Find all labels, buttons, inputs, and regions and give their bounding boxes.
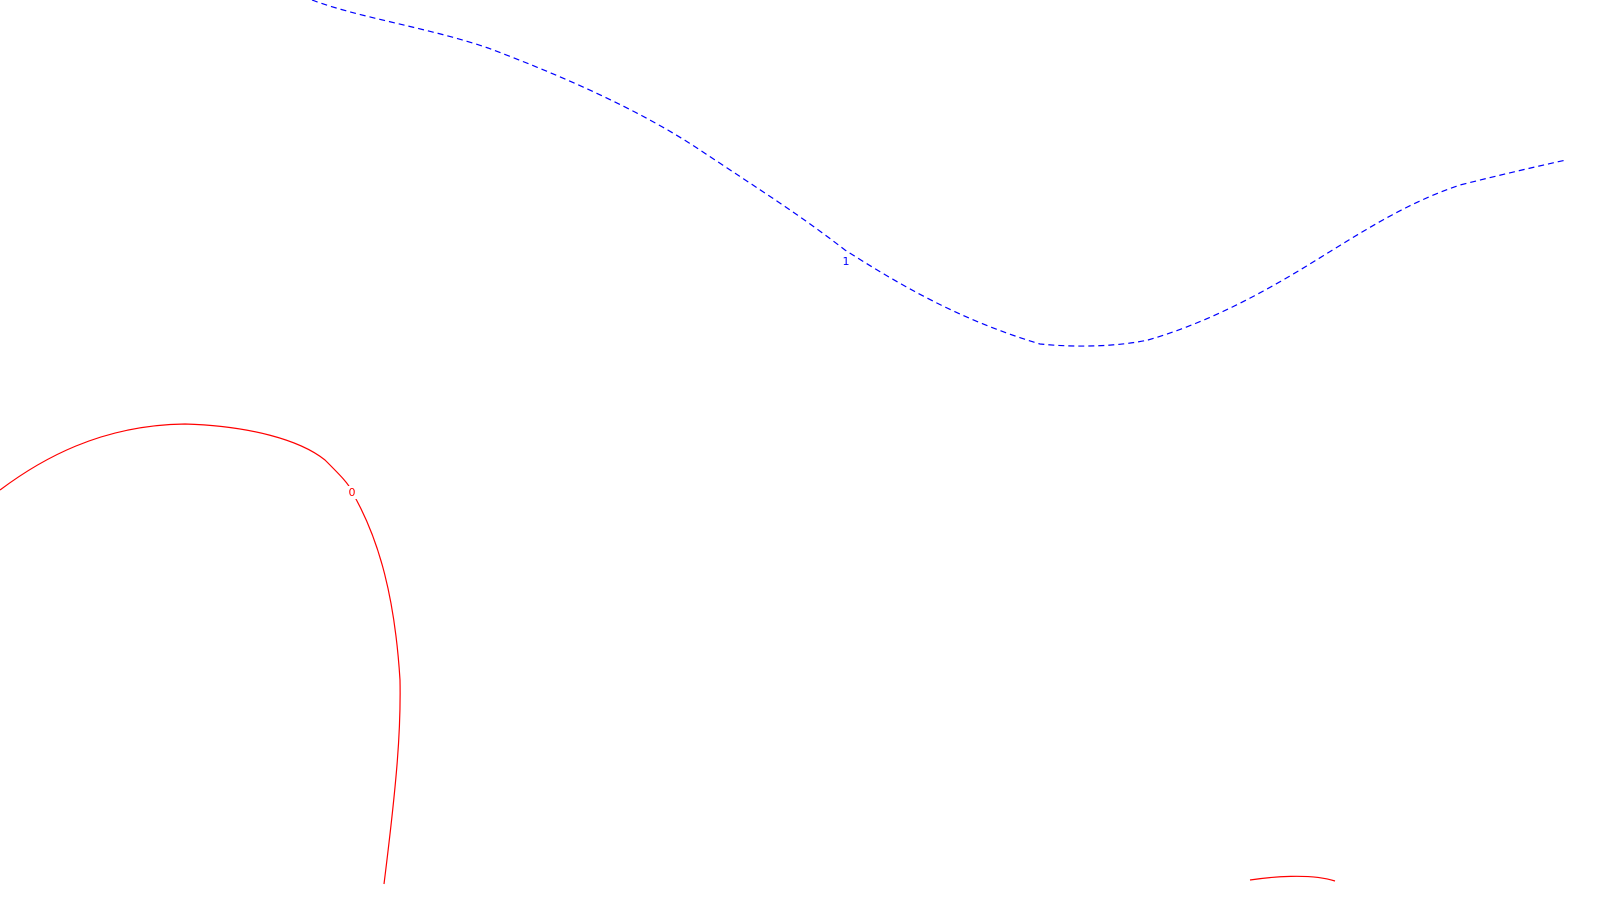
contour-line-level-0 [0, 423, 401, 885]
contour-label-level-1: 1 [843, 255, 850, 268]
contour-line-level-1 [311, 0, 1567, 347]
contour-level-0-label-halo [347, 486, 357, 499]
contour-line-level-0-segment [1249, 875, 1336, 882]
contour-label-level-0: 0 [349, 486, 356, 499]
contour-level-1-label-halo [841, 255, 851, 268]
